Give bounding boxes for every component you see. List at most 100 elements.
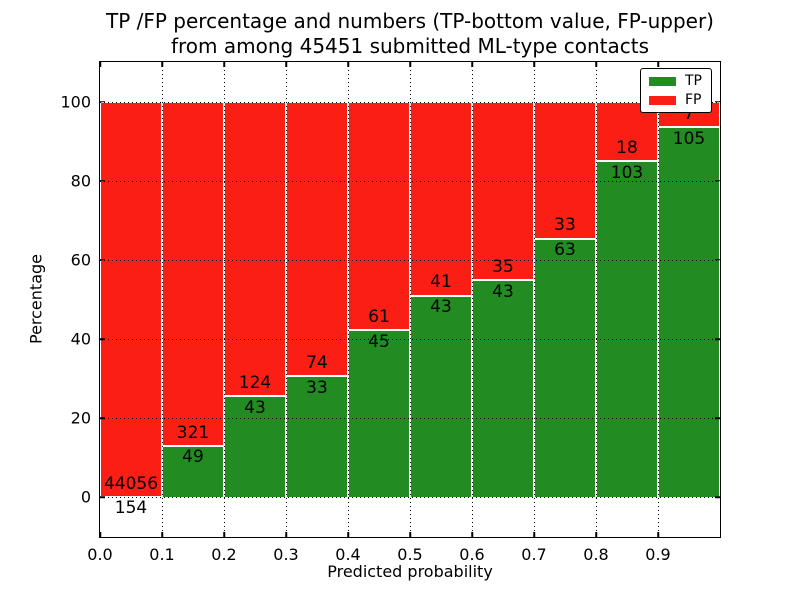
fp-count-label: 41	[430, 272, 452, 293]
tp-count-label: 33	[306, 377, 328, 398]
bar-segment-tp	[224, 395, 286, 498]
v-gridline	[658, 62, 659, 537]
v-gridline	[348, 62, 349, 537]
x-tick-label: 0.7	[521, 545, 547, 564]
fp-count-label: 18	[616, 138, 638, 159]
tp-count-label: 43	[244, 397, 266, 418]
fp-count-label: 7	[683, 103, 695, 124]
tp-count-label: 103	[610, 162, 644, 183]
x-tick-mark	[161, 62, 163, 67]
bar-segment-fp	[162, 101, 224, 445]
y-tick-mark	[715, 180, 720, 182]
v-gridline	[286, 62, 287, 537]
x-tick-mark	[533, 62, 535, 67]
x-tick-mark	[533, 532, 535, 537]
x-tick-mark	[99, 62, 101, 67]
legend-label-tp: TP	[685, 73, 702, 89]
y-tick-mark	[100, 417, 105, 419]
legend-entry-fp: FP	[649, 93, 702, 107]
x-tick-mark	[99, 532, 101, 537]
chart-title-line2: from among 45451 submitted ML-type conta…	[170, 34, 650, 58]
bar-segment-tp	[534, 237, 596, 498]
legend-entry-tp: TP	[649, 74, 702, 88]
bar-segment-tp	[596, 160, 658, 498]
y-tick-label: 60	[70, 250, 91, 270]
x-tick-mark	[223, 532, 225, 537]
y-tick-label: 0	[80, 487, 91, 507]
x-tick-mark	[409, 532, 411, 537]
x-tick-label: 0.1	[149, 545, 175, 564]
y-tick-label: 80	[70, 171, 91, 191]
fp-count-label: 61	[368, 306, 390, 327]
fp-count-label: 44056	[103, 473, 159, 494]
fp-count-label: 74	[306, 352, 328, 373]
x-tick-label: 0.2	[211, 545, 237, 564]
v-gridline	[162, 62, 163, 537]
y-tick-mark	[100, 100, 105, 103]
bar-segment-fp	[410, 101, 472, 295]
legend: TP FP	[640, 68, 712, 113]
tp-count-label: 105	[672, 128, 706, 149]
fp-count-label: 33	[554, 215, 576, 236]
y-tick-mark	[100, 338, 105, 340]
bar-segment-fp	[286, 101, 348, 376]
legend-label-fp: FP	[685, 92, 702, 108]
x-axis-label: Predicted probability	[327, 562, 493, 581]
x-tick-mark	[471, 532, 473, 537]
tp-count-label: 43	[492, 281, 514, 302]
bar-segment-fp	[534, 101, 596, 238]
fp-count-label: 35	[492, 256, 514, 277]
x-tick-mark	[285, 532, 287, 537]
y-tick-label: 40	[70, 329, 91, 349]
x-tick-mark	[471, 62, 473, 67]
bar-segment-fp	[224, 101, 286, 396]
x-tick-label: 0.4	[335, 545, 361, 564]
x-tick-mark	[657, 532, 659, 537]
x-tick-mark	[285, 62, 287, 67]
y-axis-label: Percentage	[26, 253, 46, 345]
bar-segment-fp	[472, 101, 534, 280]
bar-segment-tp	[286, 375, 348, 498]
x-tick-label: 0.5	[397, 545, 423, 564]
x-tick-mark	[595, 62, 597, 67]
x-tick-label: 0.8	[583, 545, 609, 564]
bar-segment-fp	[348, 101, 410, 330]
v-gridline	[596, 62, 597, 537]
tp-count-label: 45	[368, 331, 390, 352]
x-tick-label: 0.0	[87, 545, 113, 564]
x-tick-mark	[657, 62, 659, 67]
y-tick-label: 100	[60, 92, 91, 112]
chart-title: TP /FP percentage and numbers (TP-bottom…	[99, 9, 721, 59]
y-tick-mark	[715, 338, 720, 340]
tp-count-label: 63	[554, 240, 576, 261]
tp-count-label: 49	[182, 447, 204, 468]
y-tick-mark	[715, 259, 720, 261]
y-tick-mark	[100, 496, 105, 499]
v-gridline	[472, 62, 473, 537]
x-tick-mark	[223, 62, 225, 67]
chart-title-line1: TP /FP percentage and numbers (TP-bottom…	[106, 9, 714, 33]
plot-area: TP FP 44056 154 321 49 124 43 74 33 61 45 41 43 35 43…	[60, 61, 721, 564]
v-gridline	[224, 62, 225, 537]
bar-segment-tp	[658, 126, 720, 498]
x-tick-label: 0.9	[645, 545, 671, 564]
y-tick-mark	[100, 180, 105, 182]
y-tick-mark	[715, 100, 720, 103]
y-tick-mark	[715, 496, 720, 499]
legend-swatch-fp-icon	[649, 95, 676, 105]
y-tick-mark	[715, 417, 720, 419]
bar-segment-tp	[472, 279, 534, 498]
x-tick-label: 0.3	[273, 545, 299, 564]
x-tick-mark	[347, 62, 349, 67]
fp-count-label: 124	[238, 373, 272, 394]
x-tick-mark	[161, 532, 163, 537]
v-gridline	[534, 62, 535, 537]
bar-segment-tp	[410, 294, 472, 498]
v-gridline	[410, 62, 411, 537]
x-tick-mark	[409, 62, 411, 67]
bar-segment-fp	[100, 101, 162, 497]
tp-count-label: 154	[114, 498, 148, 519]
y-tick-mark	[100, 259, 105, 261]
x-tick-mark	[347, 532, 349, 537]
